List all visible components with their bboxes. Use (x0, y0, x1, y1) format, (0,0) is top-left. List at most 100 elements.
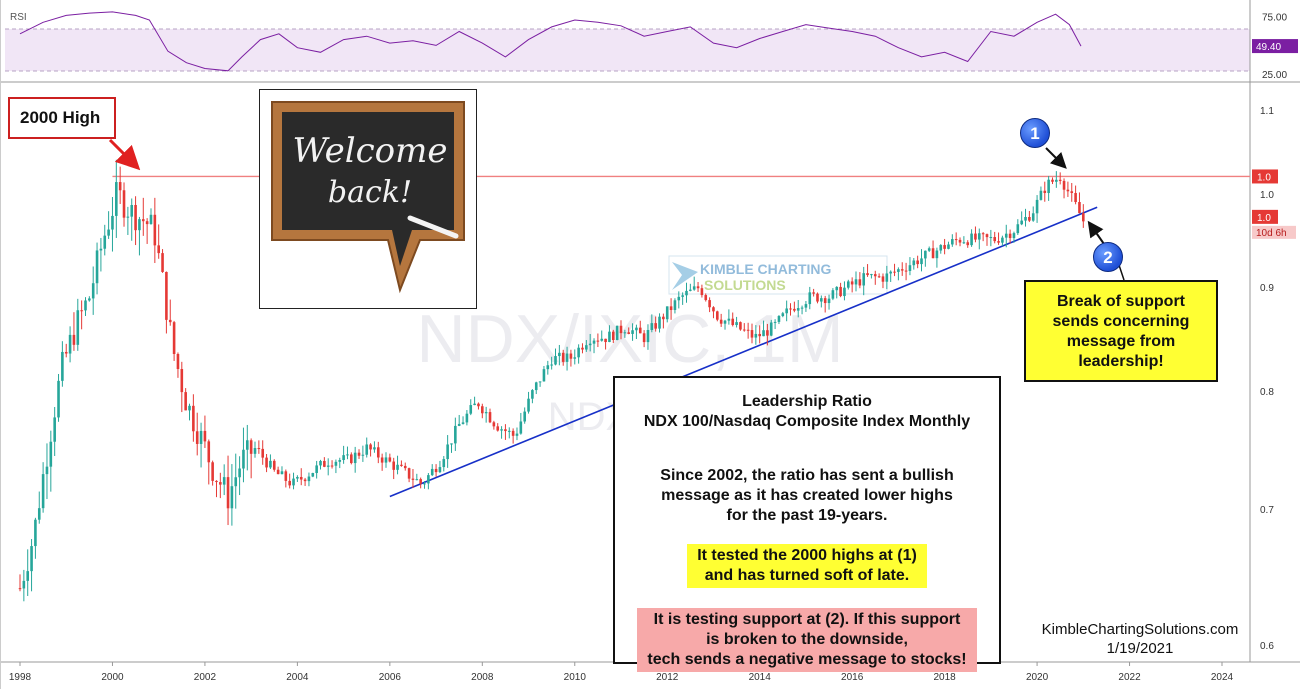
candle-body (465, 413, 469, 423)
candle-body (731, 318, 735, 326)
candle-body (758, 333, 761, 337)
last-price-tag (1252, 209, 1278, 224)
candle-body (1012, 233, 1016, 239)
candle-body (407, 468, 411, 479)
break-note-line: message from (1066, 333, 1176, 350)
candle-body (188, 405, 191, 411)
candle-body (411, 478, 415, 480)
candle-body (272, 460, 276, 470)
candle-body (500, 429, 503, 431)
candle-body (742, 329, 746, 331)
rsi-band (5, 29, 1250, 71)
break-note-line: leadership! (1078, 353, 1164, 370)
candle-body (800, 307, 804, 309)
candle-body (858, 279, 862, 286)
candle-body (238, 468, 241, 478)
candle-body (966, 242, 970, 246)
chalkboard-surface (282, 112, 454, 266)
marker-1: 1 (1020, 118, 1050, 148)
candle-body (588, 343, 592, 346)
candle-body (126, 216, 130, 218)
candle-body (269, 460, 272, 468)
candle-body (719, 319, 723, 324)
candle-body (88, 298, 91, 301)
info-yellow-highlight: It tested the 2000 highs at (1) and has … (687, 544, 927, 588)
candle-body (130, 204, 134, 217)
candle-body (692, 286, 696, 290)
marker1-arrow (1045, 147, 1067, 169)
time-tick-label: 2002 (194, 672, 217, 683)
candle-body (326, 465, 330, 467)
candle-body (211, 462, 214, 481)
candle-body (18, 588, 22, 590)
candle-body (138, 219, 141, 231)
candle-body (392, 461, 395, 470)
candle-body (1058, 179, 1062, 181)
candle-body (538, 381, 542, 383)
candle-body (53, 417, 56, 442)
candle-body (192, 405, 195, 432)
info-box: Leadership Ratio NDX 100/Nasdaq Composit… (613, 376, 1001, 672)
candle-body (608, 331, 611, 343)
candle-body (708, 300, 711, 308)
candle-body (685, 290, 688, 296)
candle-body (434, 468, 438, 473)
price-axis: 1.1 1.0 0.9 0.8 0.7 0.6 (1260, 106, 1274, 652)
candle-body (157, 245, 160, 254)
candle-body (184, 392, 187, 411)
candle-body (900, 269, 904, 271)
candle-body (257, 448, 261, 450)
candle-body (1004, 233, 1008, 238)
symbol-watermark: NDX/IXIC, 1M (417, 301, 844, 377)
candle-body (203, 430, 207, 442)
candle-body (835, 286, 839, 291)
candle-body (943, 245, 946, 249)
candle-body (581, 347, 584, 350)
candle-body (484, 412, 488, 414)
candle-body (646, 329, 650, 343)
candle-body (970, 233, 973, 246)
candle-body (1078, 202, 1081, 214)
break-note-line: Break of support (1056, 293, 1185, 310)
candle-body (303, 479, 307, 482)
time-tick-label: 2022 (1118, 672, 1141, 683)
candle-body (550, 364, 553, 366)
candle-body (80, 310, 83, 312)
countdown-label: 10d 6h (1256, 228, 1287, 239)
candle-body (727, 318, 731, 321)
candle-body (346, 454, 349, 456)
candle-body (384, 457, 388, 463)
time-tick-label: 2018 (933, 672, 956, 683)
candle-body (219, 482, 222, 485)
candle-body (161, 253, 164, 272)
candle-body (820, 298, 823, 302)
countdown-tag (1252, 225, 1296, 239)
candle-body (504, 429, 507, 432)
candle-body (638, 327, 642, 334)
candle-body (947, 244, 950, 249)
info-red-line: It is testing support at (2). If this su… (653, 611, 961, 628)
candle-body (280, 471, 284, 475)
candle-body (904, 270, 908, 272)
candles (18, 159, 1085, 602)
rsi-title: RSI (10, 12, 27, 23)
candle-body (542, 369, 546, 382)
candle-body (473, 403, 476, 406)
candle-body (149, 214, 153, 225)
candle-body (84, 300, 87, 311)
candle-body (534, 382, 538, 391)
candle-body (446, 444, 449, 460)
candle-body (847, 281, 850, 288)
candle-body (438, 467, 442, 473)
rsi-pane: RSI 75.00 25.00 49.40 (5, 11, 1298, 81)
info-red-highlight: It is testing support at (2). If this su… (637, 608, 977, 672)
marker-2: 2 (1093, 242, 1123, 272)
candle-body (242, 449, 245, 469)
candle-body (592, 340, 596, 344)
candle-body (380, 457, 384, 463)
candle-body (569, 353, 573, 359)
candle-body (461, 422, 465, 424)
candle-body (1074, 193, 1077, 203)
candle-body (195, 431, 199, 444)
candle-body (754, 333, 758, 338)
